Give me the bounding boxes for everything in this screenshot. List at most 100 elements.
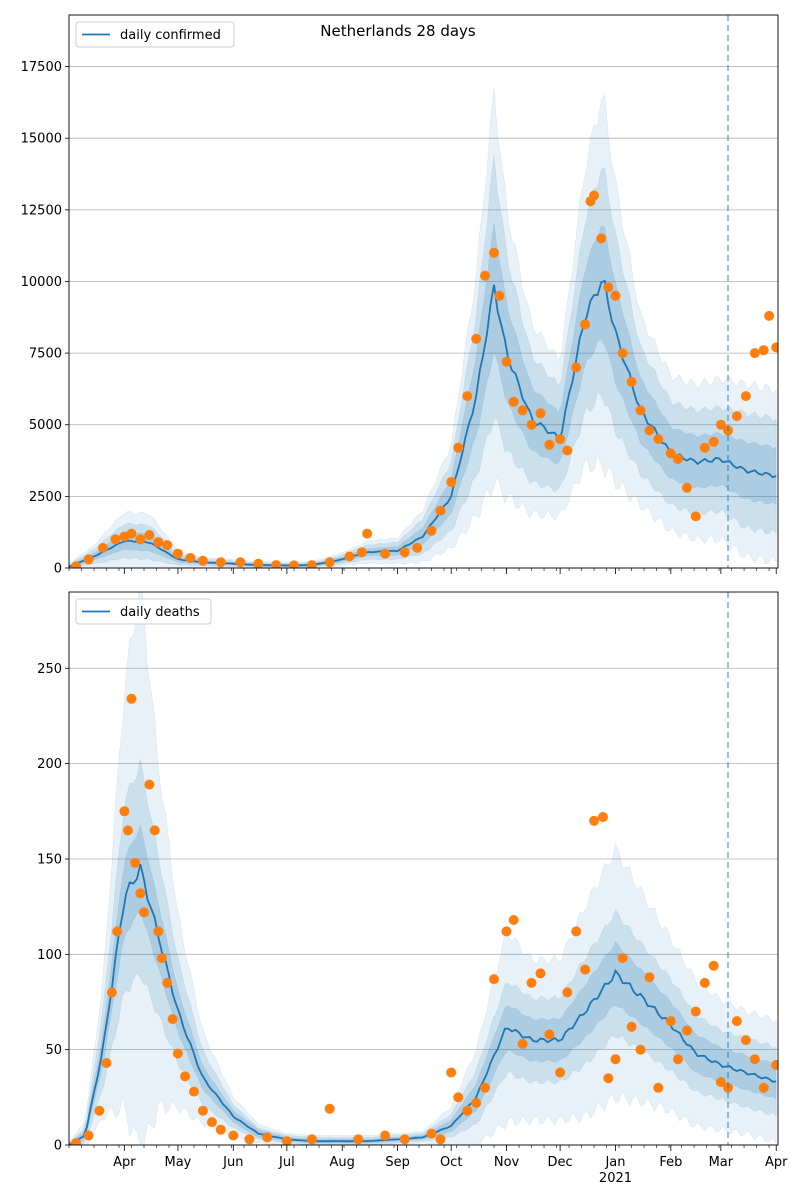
- observed-point: [571, 362, 582, 373]
- observed-point: [306, 1134, 317, 1145]
- observed-point: [356, 547, 367, 558]
- observed-point: [544, 1029, 555, 1040]
- observed-point: [167, 1014, 178, 1025]
- x-tick-label: Jan: [604, 1155, 625, 1170]
- observed-point: [626, 376, 637, 387]
- observed-point: [501, 926, 512, 937]
- observed-point: [653, 1082, 664, 1093]
- observed-point: [708, 960, 719, 971]
- x-tick-label: Nov: [494, 1155, 520, 1170]
- y-tick-label: 0: [54, 562, 62, 577]
- y-tick-label: 250: [37, 662, 62, 677]
- observed-point: [462, 1105, 473, 1116]
- observed-point: [673, 1054, 683, 1065]
- observed-point: [253, 558, 264, 568]
- observed-point: [324, 1103, 335, 1114]
- observed-point: [555, 434, 566, 445]
- observed-point: [715, 419, 726, 430]
- observed-point: [180, 1071, 191, 1082]
- y-tick-label: 200: [37, 757, 62, 772]
- legend-box: [75, 21, 235, 48]
- observed-point: [480, 270, 491, 281]
- observed-point: [83, 554, 94, 565]
- y-tick-label: 150: [37, 852, 62, 867]
- observed-point: [215, 1124, 226, 1135]
- observed-point: [399, 1134, 410, 1145]
- observed-point: [635, 405, 646, 416]
- observed-point: [653, 434, 664, 445]
- observed-point: [122, 825, 133, 836]
- observed-point: [771, 1059, 778, 1070]
- observed-point: [197, 555, 208, 566]
- mid-band: [69, 154, 777, 568]
- observed-point: [126, 693, 137, 704]
- observed-point: [501, 356, 512, 367]
- observed-point: [119, 806, 130, 817]
- x-tick-label: Sep: [385, 1155, 410, 1170]
- observed-point: [101, 1058, 112, 1068]
- x-tick-label: Feb: [659, 1155, 682, 1170]
- observed-point: [306, 560, 317, 568]
- observed-point: [353, 1134, 364, 1145]
- observed-point: [715, 1077, 726, 1088]
- y-tick-label: 17500: [21, 60, 62, 75]
- observed-point: [771, 342, 778, 353]
- observed-point: [144, 530, 155, 540]
- y-tick-label: 10000: [21, 275, 62, 290]
- observed-point: [262, 1132, 273, 1143]
- observed-point: [435, 1134, 446, 1145]
- observed-point: [580, 319, 591, 330]
- observed-point: [149, 825, 160, 836]
- observed-point: [690, 1006, 701, 1017]
- x-tick-label: Aug: [330, 1155, 355, 1170]
- observed-point: [489, 247, 499, 258]
- x-tick-label: Apr: [765, 1155, 788, 1170]
- observed-point: [610, 290, 621, 301]
- observed-point: [535, 408, 546, 419]
- observed-point: [740, 391, 751, 402]
- legend-label: daily confirmed: [120, 28, 221, 43]
- observed-point: [362, 528, 373, 539]
- observed-point: [699, 442, 710, 453]
- x-tick-label: Dec: [548, 1155, 573, 1170]
- observed-point: [271, 560, 282, 568]
- observed-point: [731, 411, 742, 422]
- observed-point: [544, 439, 555, 450]
- observed-point: [517, 1038, 528, 1049]
- confirmed-chart: 0 2500 5000 7500 10000 12500 15000 17500 daily c…: [21, 14, 779, 577]
- observed-point: [517, 405, 528, 416]
- y-tick-label: 15000: [21, 132, 62, 147]
- x-tick-label: Jul: [278, 1155, 295, 1170]
- observed-point: [665, 1016, 676, 1027]
- y-tick-label: 0: [54, 1139, 62, 1154]
- observed-point: [289, 560, 299, 568]
- y-tick-label: 5000: [29, 418, 62, 433]
- observed-point: [758, 1082, 769, 1093]
- observed-point: [644, 972, 655, 983]
- mid-band: [69, 758, 777, 1145]
- x-tick-label: Apr: [113, 1155, 136, 1170]
- plot-area: [69, 87, 778, 568]
- observed-point: [126, 528, 137, 539]
- y-tick-label: 50: [45, 1043, 62, 1058]
- observed-point: [135, 888, 146, 899]
- observed-point: [426, 525, 437, 536]
- observed-point: [699, 977, 710, 988]
- observed-point: [453, 1092, 464, 1103]
- observed-point: [681, 1025, 692, 1036]
- x-tick-label: Jun: [222, 1155, 243, 1170]
- observed-point: [144, 779, 155, 790]
- observed-point: [526, 419, 537, 430]
- x-tick-label: May: [164, 1155, 191, 1170]
- observed-point: [412, 542, 423, 553]
- observed-point: [598, 812, 608, 822]
- observed-point: [589, 815, 600, 826]
- observed-point: [71, 1138, 82, 1145]
- observed-point: [462, 391, 473, 402]
- observed-point: [749, 1054, 760, 1065]
- observed-point: [644, 425, 655, 436]
- observed-point: [489, 974, 499, 985]
- x-tick-label: Mar: [709, 1155, 734, 1170]
- observed-point: [162, 977, 173, 988]
- observed-point: [596, 233, 607, 244]
